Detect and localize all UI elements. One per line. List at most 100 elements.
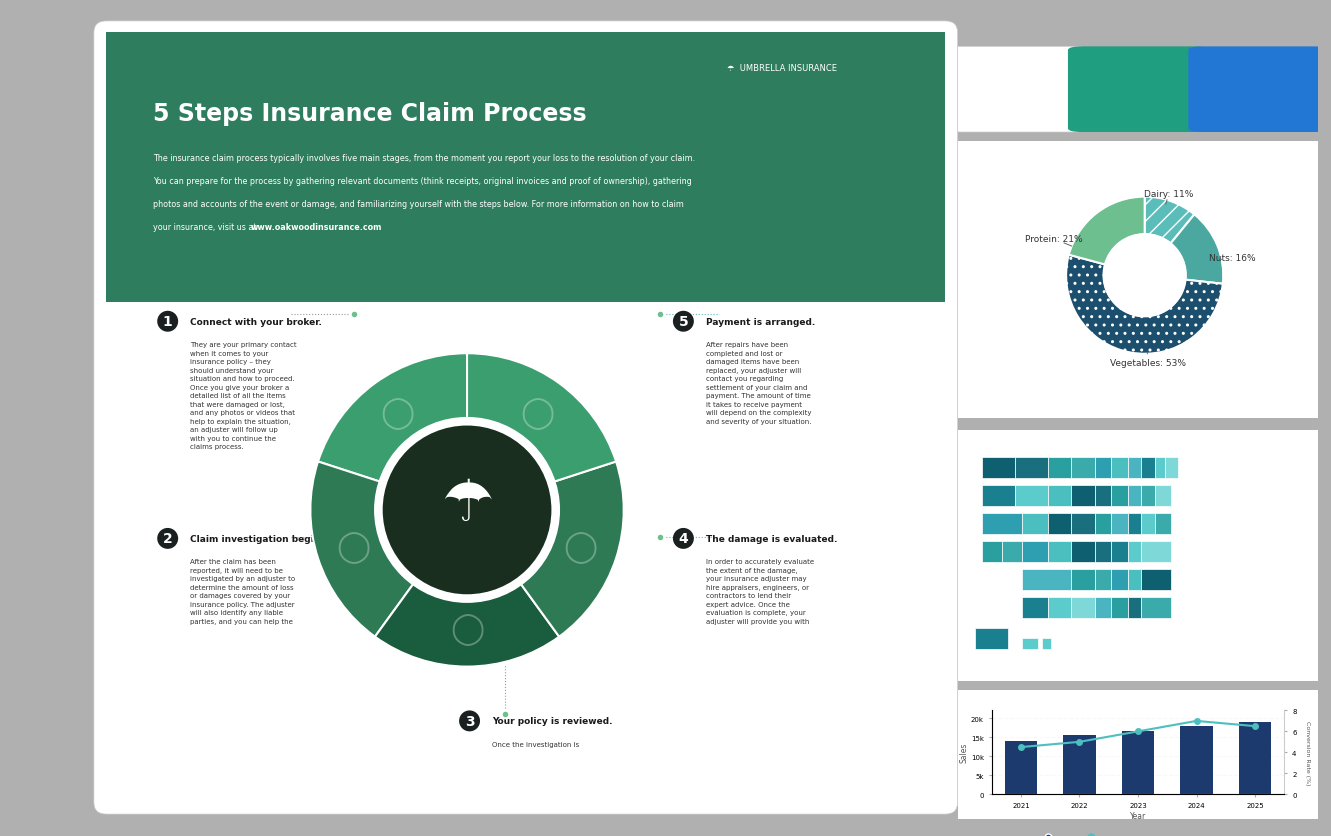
Bar bbox=[1142, 541, 1171, 562]
Y-axis label: Conversion Rate (%): Conversion Rate (%) bbox=[1306, 720, 1311, 785]
Bar bbox=[1142, 597, 1171, 618]
Text: The damage is evaluated.: The damage is evaluated. bbox=[705, 534, 837, 543]
Bar bbox=[1022, 639, 1038, 649]
Text: www.oakwoodinsurance.com: www.oakwoodinsurance.com bbox=[252, 222, 382, 232]
Text: After the claim has been
reported, it will need to be
investigated by an adjuste: After the claim has been reported, it wi… bbox=[190, 558, 295, 624]
Bar bbox=[1142, 569, 1171, 590]
Bar bbox=[1154, 457, 1165, 478]
Bar bbox=[1111, 569, 1129, 590]
Text: ☂  UMBRELLA INSURANCE: ☂ UMBRELLA INSURANCE bbox=[727, 64, 837, 73]
Text: 3: 3 bbox=[465, 714, 474, 728]
Text: 4: 4 bbox=[679, 532, 688, 546]
Text: ◯: ◯ bbox=[520, 398, 554, 430]
Circle shape bbox=[375, 419, 559, 602]
Bar bbox=[1142, 485, 1154, 507]
Text: You can prepare for the process by gathering relevant documents (think receipts,: You can prepare for the process by gathe… bbox=[153, 176, 691, 186]
Bar bbox=[1122, 732, 1154, 794]
Text: Claim investigation begins.: Claim investigation begins. bbox=[190, 534, 329, 543]
FancyBboxPatch shape bbox=[952, 426, 1324, 686]
X-axis label: Year: Year bbox=[1130, 811, 1146, 819]
Bar bbox=[1129, 513, 1142, 534]
Bar bbox=[1071, 569, 1094, 590]
Text: They are your primary contact
when it comes to your
insurance policy – they
shou: They are your primary contact when it co… bbox=[190, 342, 297, 450]
Y-axis label: Sales: Sales bbox=[960, 742, 968, 762]
Bar bbox=[1094, 457, 1111, 478]
Text: Payment is arranged.: Payment is arranged. bbox=[705, 318, 816, 326]
Text: ◯: ◯ bbox=[563, 531, 598, 563]
Bar bbox=[1002, 541, 1022, 562]
Wedge shape bbox=[1066, 255, 1223, 354]
Wedge shape bbox=[1145, 197, 1194, 244]
Bar bbox=[1022, 541, 1049, 562]
FancyBboxPatch shape bbox=[1189, 48, 1328, 133]
Text: 5: 5 bbox=[679, 315, 688, 329]
Bar bbox=[1071, 597, 1094, 618]
Text: ◯: ◯ bbox=[450, 614, 484, 645]
Bar bbox=[1111, 485, 1129, 507]
Bar bbox=[982, 541, 1002, 562]
FancyBboxPatch shape bbox=[1067, 48, 1209, 133]
Bar bbox=[1129, 485, 1142, 507]
Text: Once the investigation is: Once the investigation is bbox=[492, 741, 579, 747]
Bar bbox=[1129, 457, 1142, 478]
Bar bbox=[974, 628, 1009, 649]
FancyBboxPatch shape bbox=[948, 48, 1087, 133]
Bar bbox=[1181, 726, 1213, 794]
Bar bbox=[982, 485, 1014, 507]
Circle shape bbox=[383, 426, 551, 594]
Bar bbox=[1094, 513, 1111, 534]
Text: After repairs have been
completed and lost or
damaged items have been
replaced, : After repairs have been completed and lo… bbox=[705, 342, 812, 424]
Bar bbox=[1049, 457, 1071, 478]
Bar bbox=[1071, 485, 1094, 507]
Bar bbox=[1049, 597, 1071, 618]
Bar bbox=[1071, 457, 1094, 478]
Text: Nuts: 16%: Nuts: 16% bbox=[1209, 253, 1255, 263]
Text: 1: 1 bbox=[162, 315, 173, 329]
Bar bbox=[1239, 722, 1271, 794]
Bar bbox=[1154, 513, 1171, 534]
Wedge shape bbox=[520, 462, 624, 637]
Bar bbox=[1165, 457, 1178, 478]
Bar bbox=[1049, 513, 1071, 534]
Wedge shape bbox=[375, 584, 559, 667]
Bar bbox=[1142, 457, 1154, 478]
Bar bbox=[1094, 541, 1111, 562]
Text: Your policy is reviewed.: Your policy is reviewed. bbox=[492, 716, 612, 726]
Text: The insurance claim process typically involves five main stages, from the moment: The insurance claim process typically in… bbox=[153, 154, 695, 162]
Bar bbox=[1111, 513, 1129, 534]
Bar bbox=[1071, 541, 1094, 562]
Text: 2: 2 bbox=[162, 532, 173, 546]
FancyBboxPatch shape bbox=[95, 22, 957, 303]
Text: Vegetables: 53%: Vegetables: 53% bbox=[1110, 359, 1186, 368]
Legend: Sales, Conversion Rate (%): Sales, Conversion Rate (%) bbox=[1040, 833, 1166, 836]
Bar bbox=[1142, 513, 1154, 534]
Wedge shape bbox=[1171, 215, 1223, 284]
Bar bbox=[1022, 569, 1071, 590]
Bar bbox=[1071, 513, 1094, 534]
Bar bbox=[1022, 597, 1049, 618]
Bar bbox=[1111, 541, 1129, 562]
Text: ☂: ☂ bbox=[441, 476, 494, 533]
Bar bbox=[1154, 485, 1171, 507]
FancyBboxPatch shape bbox=[952, 687, 1324, 822]
Bar bbox=[1094, 485, 1111, 507]
FancyBboxPatch shape bbox=[952, 136, 1324, 424]
Bar bbox=[1041, 639, 1051, 649]
Bar bbox=[1022, 513, 1049, 534]
Wedge shape bbox=[1069, 197, 1145, 265]
Text: Dairy: 11%: Dairy: 11% bbox=[1145, 190, 1194, 199]
Wedge shape bbox=[310, 462, 414, 637]
Bar bbox=[1111, 597, 1129, 618]
Bar bbox=[1111, 457, 1129, 478]
Bar bbox=[1049, 485, 1071, 507]
Text: 5 Steps Insurance Claim Process: 5 Steps Insurance Claim Process bbox=[153, 102, 586, 126]
Bar bbox=[1049, 541, 1071, 562]
Bar bbox=[982, 513, 1022, 534]
Wedge shape bbox=[467, 354, 616, 482]
Bar bbox=[1016, 457, 1049, 478]
Bar bbox=[106, 33, 945, 279]
Bar bbox=[1129, 541, 1142, 562]
Bar bbox=[1129, 597, 1142, 618]
Text: ◯: ◯ bbox=[379, 398, 414, 430]
Text: Protein: 21%: Protein: 21% bbox=[1025, 235, 1083, 244]
